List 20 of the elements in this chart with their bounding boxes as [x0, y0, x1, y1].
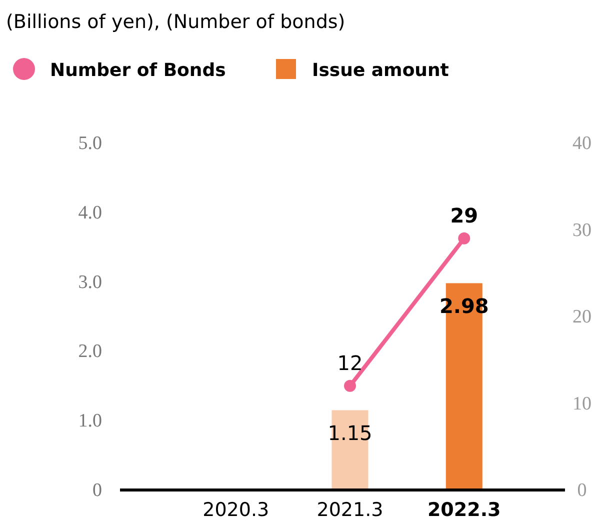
legend-label: Number of Bonds	[50, 60, 226, 81]
data-label: 12	[337, 350, 363, 375]
y-tick-label: 2.0	[78, 341, 102, 362]
x-tick-label: 2022.3	[427, 499, 501, 521]
chart-title: (Billions of yen), (Number of bonds)	[6, 11, 346, 33]
y-tick-label: 0	[92, 480, 102, 501]
y2-tick-label: 20	[572, 306, 592, 328]
y2-tick-label: 40	[572, 133, 592, 154]
y-tick-label: 5.0	[78, 133, 102, 154]
y-tick-label: 3.0	[78, 272, 102, 293]
x-tick-label: 2021.3	[316, 499, 384, 521]
y2-tick-label: 0	[577, 480, 587, 501]
data-label: 29	[450, 203, 478, 228]
y2-tick-label: 10	[572, 393, 592, 414]
legend-label: Issue amount	[312, 60, 450, 81]
data-label: 1.15	[328, 421, 372, 446]
x-tick-label: 2020.3	[202, 499, 270, 521]
y-tick-label: 1.0	[78, 410, 102, 432]
y2-tick-label: 30	[572, 220, 592, 241]
y-tick-label: 4.0	[78, 202, 102, 224]
